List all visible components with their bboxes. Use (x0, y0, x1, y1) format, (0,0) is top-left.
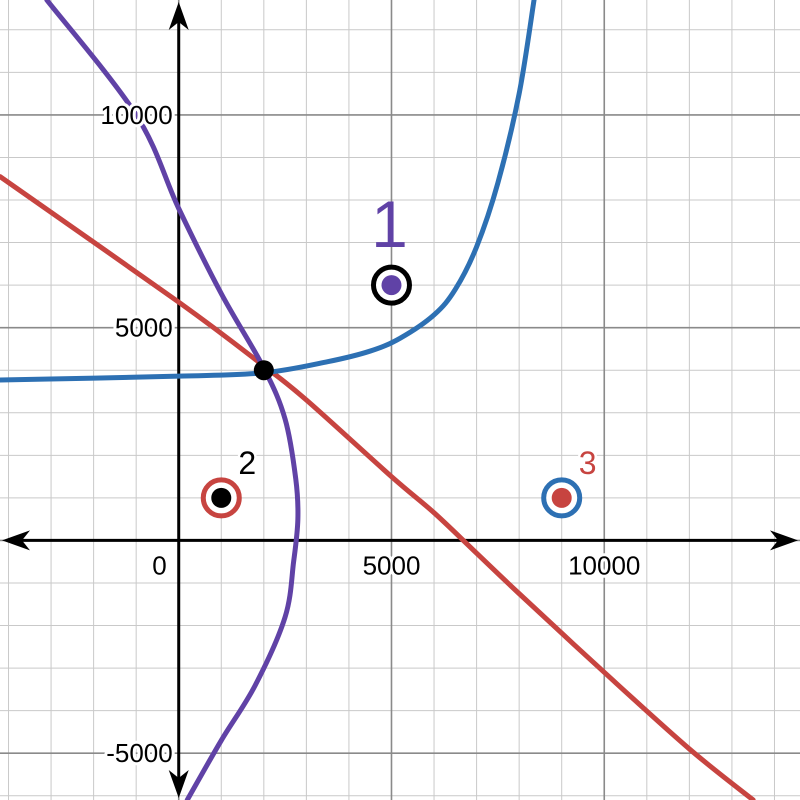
y-tick-label: 5000 (115, 313, 173, 343)
point-1 (381, 275, 402, 296)
y-tick-label: -5000 (106, 738, 173, 768)
curves (0, 0, 756, 800)
curve-1 (0, 174, 756, 800)
y-axis-arrow-down (168, 770, 189, 798)
point-label-3: 3 (579, 445, 597, 481)
point-label-1: 1 (371, 187, 408, 261)
x-tick-label: 5000 (363, 550, 421, 580)
y-axis-arrow-up (168, 2, 189, 30)
x-axis-arrow-right (770, 530, 798, 551)
points: 1 2 3 (200, 187, 599, 519)
point-3 (551, 487, 572, 508)
x-tick-label-0: 0 (152, 550, 166, 580)
tick-labels: 0 5000 10000 10000 5000 -5000 (97, 97, 643, 771)
x-axis-arrow-left (2, 530, 30, 551)
x-tick-label: 10000 (568, 550, 640, 580)
intersection-point (253, 360, 274, 381)
curve-2 (0, 0, 537, 383)
point-label-2: 2 (238, 445, 256, 481)
y-tick-label: 10000 (100, 100, 172, 130)
point-2 (211, 487, 232, 508)
curve-3 (44, 0, 301, 800)
